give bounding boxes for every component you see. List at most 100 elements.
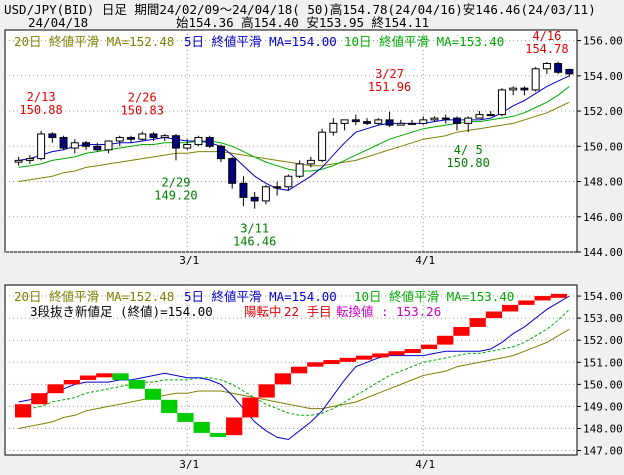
candle <box>329 118 338 136</box>
candle-body <box>93 145 102 151</box>
candle <box>340 119 349 131</box>
candle-body <box>149 133 158 138</box>
new-value-bar <box>388 351 405 356</box>
new-value-bar <box>420 344 438 350</box>
header-date: 24/04/18 <box>28 15 88 30</box>
candle-body <box>497 89 506 116</box>
candle <box>441 114 450 124</box>
new-value-bar <box>550 293 567 298</box>
candle-body <box>385 119 394 126</box>
candle <box>363 118 372 126</box>
new-value-bar <box>209 432 227 437</box>
header-info: USD/JPY(BID) 日足 期間24/02/09～24/04/18( 50)… <box>4 2 596 17</box>
top-y-tick-label: 144.00 <box>583 246 623 259</box>
bottom-y-axis: 154.00 153.00 152.00 151.00 150.00 149.00 148.… <box>577 290 623 458</box>
candle <box>542 62 551 75</box>
header-ohlc: 始154.36 高154.40 安153.95 終154.11 <box>176 15 429 30</box>
bottom-y-tick-label: 153.00 <box>583 312 623 325</box>
top-y-tick-label: 150.00 <box>583 140 623 153</box>
candle-body <box>509 87 518 91</box>
new-value-bar <box>355 355 373 360</box>
new-value-bar <box>193 421 210 433</box>
new-value-bar <box>307 362 324 367</box>
candle-body <box>273 186 282 189</box>
candle <box>239 176 248 207</box>
candle-body <box>70 142 79 149</box>
ma20-line <box>18 101 570 182</box>
candle-body <box>82 142 91 147</box>
bottom-y-tick-label: 148.00 <box>583 423 623 436</box>
candle <box>374 118 383 126</box>
candle <box>250 192 259 209</box>
candle <box>82 141 91 150</box>
candle-body <box>464 117 473 124</box>
candle <box>127 135 136 143</box>
new-value-bar <box>502 304 519 312</box>
candle-body <box>419 119 428 124</box>
annotation-date: 4/ 5 <box>454 143 483 157</box>
bottom-legend-ma20: 20日 終値平滑 MA=152.48 <box>14 289 174 304</box>
candle-body <box>138 133 147 140</box>
bottom-y-tick-label: 149.00 <box>583 400 623 413</box>
candle <box>565 68 574 77</box>
new-value-bar <box>372 353 389 358</box>
candle <box>452 116 461 131</box>
new-value-bar <box>112 373 129 380</box>
annotation-value: 151.96 <box>368 80 411 94</box>
new-value-bar <box>258 384 275 398</box>
candle <box>228 156 237 189</box>
candle <box>486 111 495 117</box>
candle-body <box>430 117 439 121</box>
top-plot-area <box>4 29 578 253</box>
candle-body <box>228 158 237 184</box>
new-value-bar <box>469 318 486 327</box>
new-value-bar <box>339 357 356 362</box>
candle <box>295 160 304 178</box>
candle <box>318 128 327 163</box>
bottom-ma-lines <box>18 295 570 441</box>
candle <box>430 116 439 122</box>
candle-body <box>37 133 46 160</box>
new-value-bar <box>177 413 194 422</box>
new-value-bar <box>242 397 259 418</box>
candle-body <box>374 119 383 124</box>
nv-reversal: 転換値 : 153.26 <box>336 304 441 319</box>
candle-body <box>284 175 293 188</box>
new-value-bar <box>96 373 113 378</box>
top-y-axis: 156.00 154.00 152.00 150.00 148.00 146.00 144.… <box>577 35 623 259</box>
bottom-x-label-apr: 4/1 <box>415 458 435 471</box>
top-x-label-apr: 4/1 <box>415 254 435 267</box>
candle-body <box>216 145 225 160</box>
new-value-bar <box>79 375 97 380</box>
candle <box>554 61 563 75</box>
top-y-tick-label: 156.00 <box>583 35 623 48</box>
candle-body <box>194 136 203 146</box>
candle <box>93 142 102 152</box>
candle <box>70 139 79 154</box>
candle-body <box>452 117 461 124</box>
candle-body <box>554 62 563 73</box>
bottom-y-tick-label: 147.00 <box>583 445 623 458</box>
annotation-value: 150.83 <box>121 104 164 118</box>
annotation-value: 149.20 <box>154 188 197 202</box>
annotation-date: 2/13 <box>27 90 56 104</box>
candle-body <box>295 163 304 177</box>
candle <box>216 144 225 163</box>
candle <box>261 185 270 205</box>
new-value-bar <box>274 373 291 385</box>
new-value-bar <box>485 311 503 319</box>
candle-body <box>205 136 214 147</box>
candle-body <box>363 121 372 124</box>
candle-body <box>261 186 270 202</box>
candle-body <box>104 140 113 151</box>
annotation-date: 3/11 <box>240 222 269 236</box>
new-value-bar <box>161 399 178 414</box>
candle <box>205 135 214 149</box>
candle <box>149 132 158 141</box>
candle-body <box>351 119 360 123</box>
candle-body <box>318 131 327 161</box>
nv-status: 陽転中 <box>244 304 282 319</box>
